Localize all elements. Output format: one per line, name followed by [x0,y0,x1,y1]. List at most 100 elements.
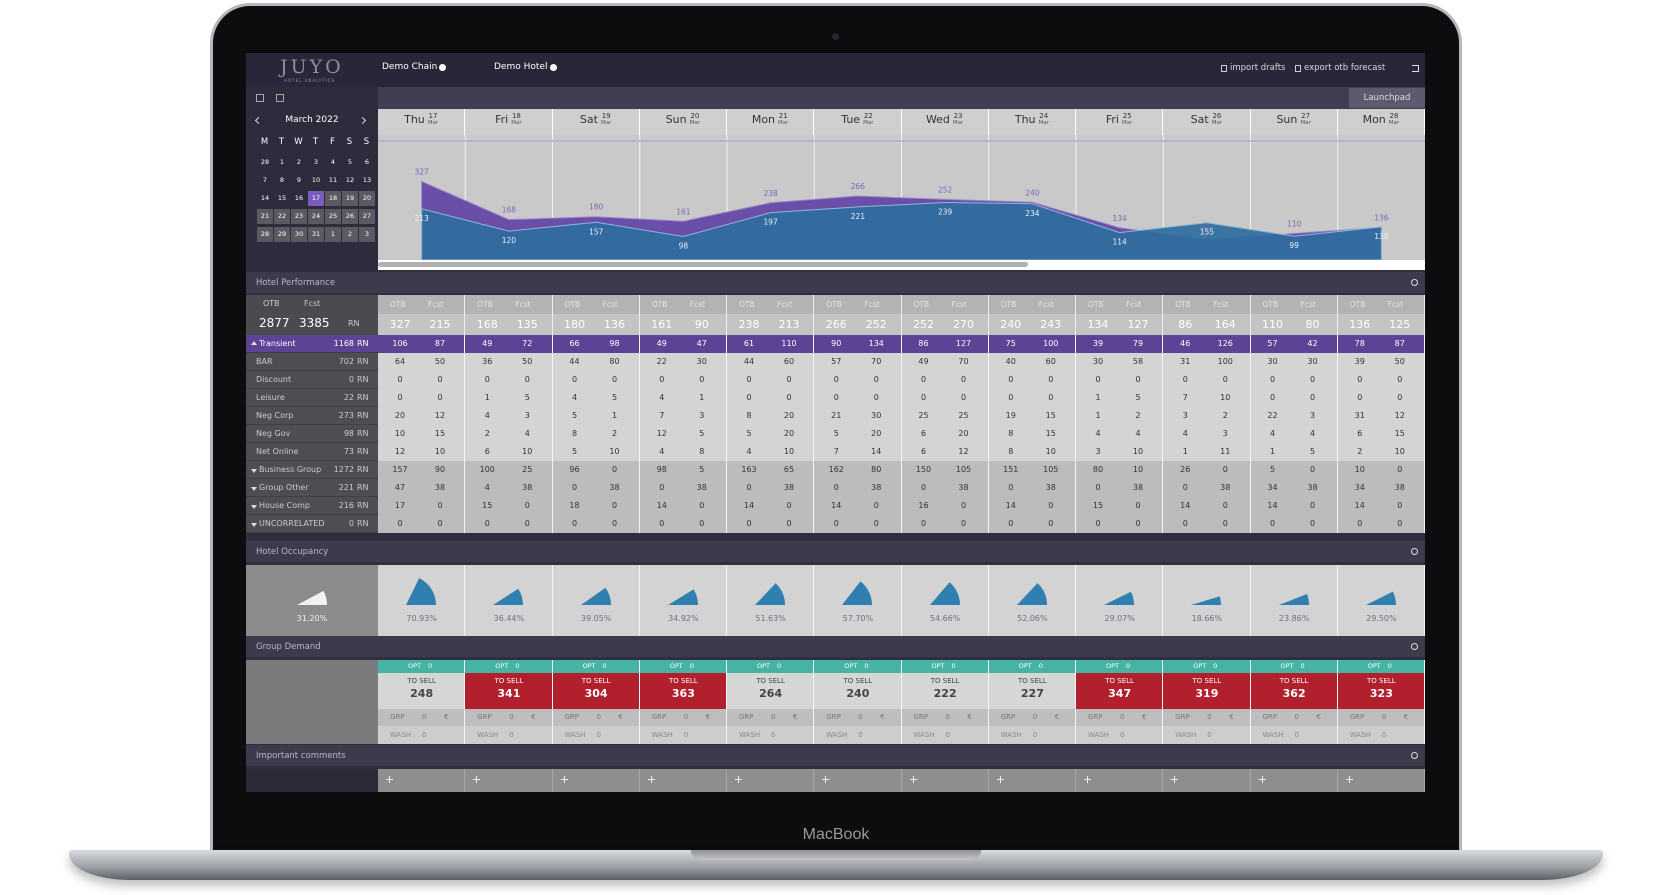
row-cell [639,407,727,425]
opt-label: OPT [582,662,596,670]
otb-value: 5 [571,447,578,456]
to-sell-label: TO SELL [1018,677,1047,685]
add-comment-v [1261,776,1263,783]
row-cell [988,371,1076,389]
occupancy-wedge [755,583,785,605]
row-label-cell [246,425,378,443]
grp-cell [727,709,815,726]
fcst-value: 105 [1043,465,1059,474]
fcst-value: 0 [786,519,792,528]
otb-value: 0 [484,375,490,384]
otb-header: OTB [826,300,842,309]
row-cell [988,407,1076,425]
occupancy-wedge [406,578,436,605]
row-cell [1250,425,1338,443]
row-cell [1076,515,1164,533]
date-stack: 26 Mar [1212,113,1222,127]
fcst-value: 0 [524,501,530,510]
to-sell-cell [988,673,1076,709]
row-cell [378,497,466,515]
otb-value: 150 [915,465,932,474]
wash-cell [988,726,1076,744]
day-number: 26 [1212,112,1222,120]
calendar-day: 2 [342,227,358,242]
to-sell-label: TO SELL [756,677,785,685]
row-cell [727,515,815,533]
wash-cell [1163,726,1251,744]
day-total-cell [988,314,1076,335]
otb-value: 15 [1092,501,1104,510]
opt-cell [727,660,815,673]
to-sell-value: 248 [410,687,434,700]
date-stack: 18 Mar [511,113,521,127]
grp-cell [378,709,466,726]
calendar-day: 24 [308,209,324,224]
otb-value: 61 [743,339,755,348]
otb-value: 7 [833,447,839,456]
fcst-value: 134 [868,339,884,348]
otb-value: 0 [746,393,752,402]
fcst-value: 100 [1217,357,1233,366]
grp-value: 0 [1032,713,1038,721]
day-number: 23 [953,112,963,120]
otb-value: 0 [484,519,490,528]
fcst-value: 5 [1309,447,1316,456]
fcst-value: 0 [786,375,792,384]
row-cell [727,461,815,479]
otb-value: 86 [918,339,929,348]
to-sell-cell [552,673,640,709]
wash-value: 0 [858,731,863,739]
fcst-value: 0 [1048,393,1054,402]
row-cell [988,389,1076,407]
month: Mar [1388,120,1400,126]
occupancy-gauge [406,578,436,605]
add-comment-v [1348,776,1350,783]
otb-value: 0 [1269,375,1276,384]
grp-value: 0 [771,713,776,721]
day-total-fcst: 213 [778,318,800,331]
add-comment-v [389,776,390,783]
row-cell [378,515,466,533]
grp-cell [814,709,902,726]
weekday: Thu [404,113,425,126]
fcst-value: 10 [609,447,620,456]
occupancy-gauge [929,582,960,605]
comment-cell [727,769,815,792]
fcst-value: 50 [434,357,446,366]
calendar-day: 31 [308,227,324,242]
fcst-value: 38 [696,483,707,492]
fcst-value: 0 [1135,501,1141,510]
otb-value: 6 [920,447,927,456]
grp-label: GRP [1088,713,1103,721]
row-cell [378,335,466,353]
row-total: 1168 [333,339,354,348]
otb-value: 0 [659,519,665,528]
wash-label: WASH [826,731,848,739]
comment-cell [639,769,727,792]
day-total-fcst: 80 [1305,318,1320,331]
row-total: 0 [348,375,354,384]
fcst-value: 0 [524,375,530,384]
unit: RN [357,501,369,510]
col-header [378,295,466,314]
day-number: 27 [1301,112,1311,120]
fcst-value: 0 [873,393,879,402]
otb-value: 0 [397,519,403,528]
otb-value: 6 [920,429,927,438]
otb-value: 4 [746,447,752,456]
fcst-value: 0 [437,501,443,510]
otb-value: 0 [1095,375,1101,384]
import-drafts: import drafts [1230,63,1286,73]
otb-value: 66 [569,339,580,348]
row-cell [465,515,553,533]
row-label-cell [246,497,378,515]
otb-header: OTB [477,300,493,309]
fcst-value: 0 [437,393,443,402]
otb-value: 2 [1357,447,1363,456]
month: Mar [689,120,701,126]
wash-value: 0 [509,731,514,739]
add-comment-v [476,776,478,783]
otb-value: 34 [1267,483,1278,492]
otb-value: 19 [1005,411,1016,420]
col-header [814,295,902,314]
